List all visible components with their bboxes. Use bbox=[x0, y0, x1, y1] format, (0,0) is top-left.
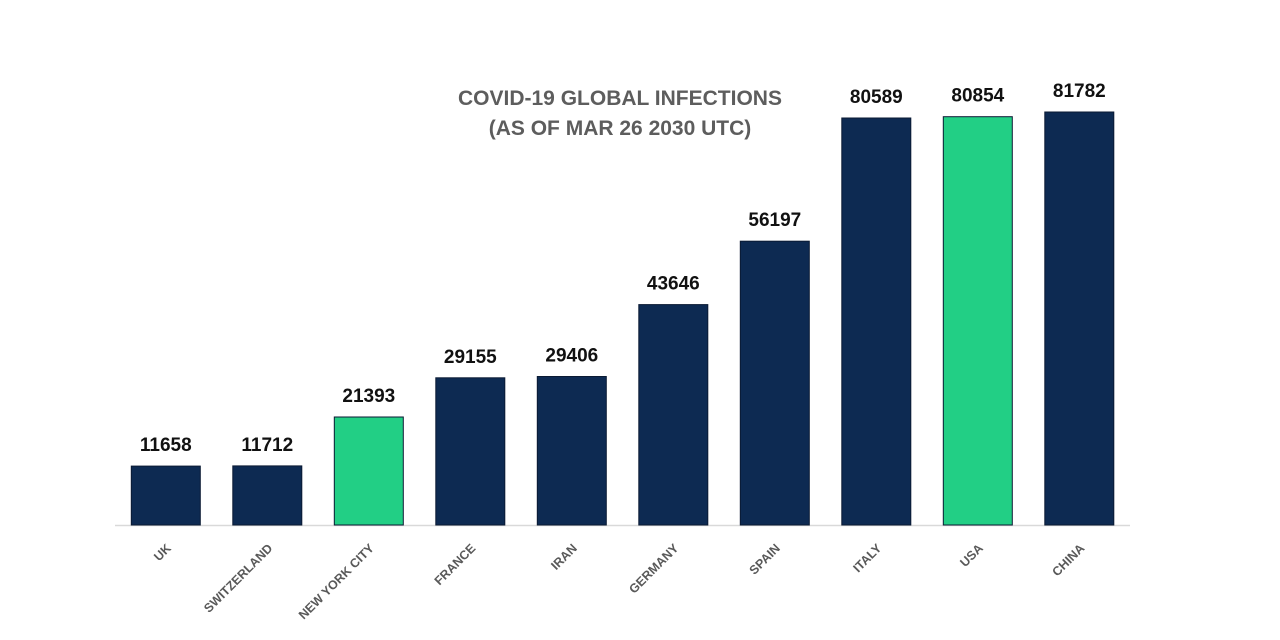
data-label-italy: 80589 bbox=[850, 87, 903, 108]
data-label-uk: 11658 bbox=[140, 435, 192, 456]
bar-china bbox=[1044, 111, 1115, 526]
tick-label-switzerland: SWITZERLAND bbox=[201, 541, 275, 615]
tick-label-usa: USA bbox=[957, 541, 986, 570]
tick-label-spain: SPAIN bbox=[747, 541, 783, 577]
chart-title-line: COVID-19 GLOBAL INFECTIONS bbox=[458, 87, 782, 110]
bar-uk bbox=[130, 465, 201, 526]
data-label-france: 29155 bbox=[444, 347, 497, 368]
chart-title: COVID-19 GLOBAL INFECTIONS (AS OF MAR 26… bbox=[370, 84, 870, 144]
tick-label-uk: UK bbox=[151, 541, 174, 564]
bar-spain bbox=[739, 240, 810, 526]
tick-label-china: CHINA bbox=[1050, 541, 1088, 579]
data-label-spain: 56197 bbox=[748, 210, 801, 231]
bar-iran bbox=[536, 376, 607, 526]
bar-switzerland bbox=[232, 465, 303, 526]
data-label-new-york-city: 21393 bbox=[342, 386, 395, 407]
data-label-iran: 29406 bbox=[545, 346, 598, 367]
chart-subtitle: (AS OF MAR 26 2030 UTC) bbox=[488, 117, 752, 140]
bar-france bbox=[435, 377, 506, 526]
tick-label-new-york-city: NEW YORK CITY bbox=[296, 541, 377, 622]
bar-germany bbox=[638, 304, 709, 526]
data-label-usa: 80854 bbox=[951, 86, 1004, 107]
bar-italy bbox=[841, 117, 912, 526]
tick-label-france: FRANCE bbox=[432, 541, 479, 588]
tick-label-italy: ITALY bbox=[850, 541, 884, 575]
bar-usa bbox=[942, 116, 1013, 526]
tick-label-germany: GERMANY bbox=[626, 541, 682, 597]
bar-new-york-city bbox=[333, 416, 404, 526]
data-label-germany: 43646 bbox=[647, 274, 700, 295]
data-label-china: 81782 bbox=[1053, 81, 1106, 102]
data-label-switzerland: 11712 bbox=[241, 435, 293, 456]
tick-label-iran: IRAN bbox=[548, 541, 580, 573]
